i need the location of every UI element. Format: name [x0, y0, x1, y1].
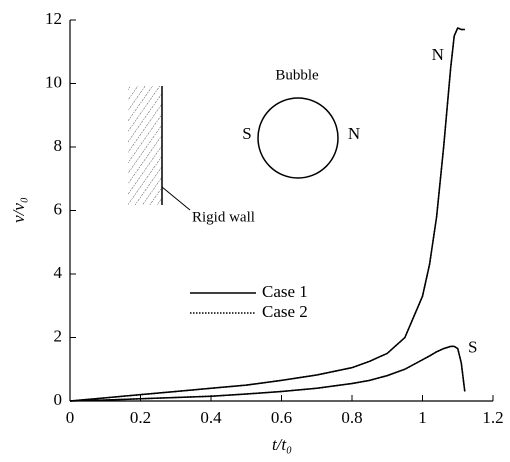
bubble-south: S	[242, 124, 251, 143]
curve	[69, 26, 465, 402]
y-tick-label: 6	[54, 199, 63, 218]
curve	[69, 26, 465, 402]
x-tick-label: 0.2	[130, 408, 151, 427]
y-tick-label: 8	[54, 136, 63, 155]
bubble-north: N	[348, 124, 360, 143]
curve	[69, 345, 466, 402]
y-tick-label: 0	[54, 390, 63, 409]
x-tick-label: 1	[418, 408, 427, 427]
wall-hatch	[128, 86, 162, 205]
x-tick-label: 1.2	[482, 408, 503, 427]
y-tick-label: 10	[45, 72, 62, 91]
y-tick-label: 12	[45, 9, 62, 28]
legend-label: Case 1	[262, 282, 308, 301]
wall-label: Rigid wall	[192, 209, 255, 225]
y-tick-label: 4	[54, 263, 63, 282]
x-tick-label: 0	[66, 408, 75, 427]
y-tick-label: 2	[54, 326, 63, 345]
curve-label: S	[468, 337, 477, 356]
bubble	[257, 97, 339, 179]
x-axis-label: t/t₀	[272, 435, 292, 454]
x-tick-label: 0.6	[271, 408, 292, 427]
x-tick-label: 0.8	[341, 408, 362, 427]
curve-label: N	[432, 45, 444, 64]
curve	[69, 345, 466, 402]
x-tick-label: 0.4	[200, 408, 222, 427]
legend-label: Case 2	[262, 302, 308, 321]
bubble-label: Bubble	[275, 67, 319, 83]
y-axis-label: v/v₀	[9, 197, 28, 223]
wall-leader	[161, 186, 191, 211]
